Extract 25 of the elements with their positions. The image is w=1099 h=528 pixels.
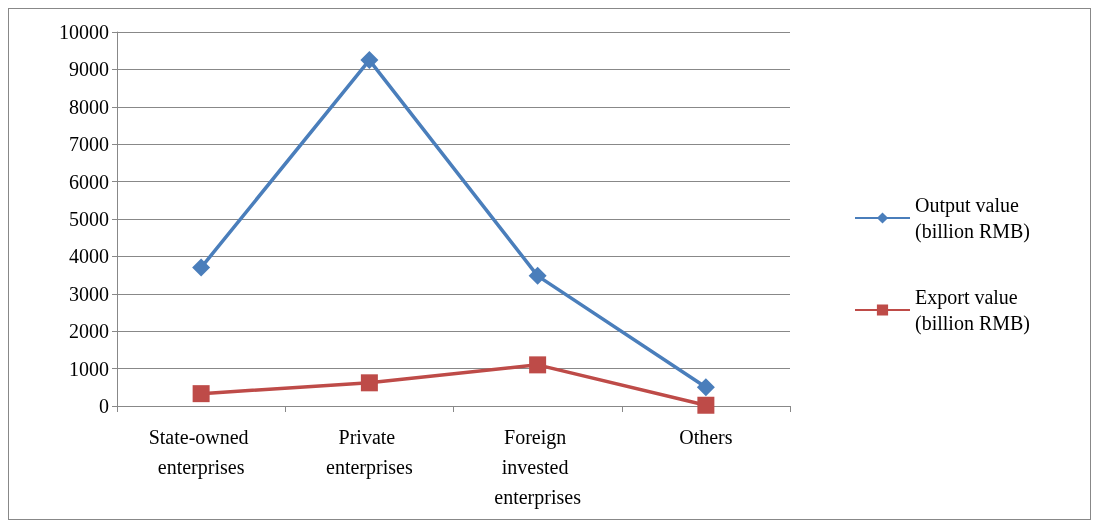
- y-tick-label: 4000: [69, 245, 109, 268]
- point: [697, 396, 715, 414]
- x-tick-label: Foreign invested enterprises: [494, 426, 582, 509]
- y-tick-label: 2000: [69, 320, 109, 343]
- point: [192, 385, 210, 403]
- x-tick-label: State-owned enterprises: [148, 426, 254, 479]
- point: [529, 356, 547, 374]
- legend-label: Export value (billion RMB): [915, 286, 1031, 335]
- point: [360, 374, 378, 392]
- point: [696, 378, 715, 397]
- y-tick-label: 8000: [69, 95, 109, 118]
- y-tick-label: 1000: [69, 357, 109, 380]
- x-tick-label: Private enterprises: [326, 426, 413, 479]
- legend-label: Output value (billion RMB): [915, 194, 1031, 243]
- y-tick-label: 5000: [69, 208, 109, 230]
- point: [528, 266, 547, 285]
- y-tick-label: 9000: [69, 58, 109, 81]
- point: [192, 258, 211, 277]
- x-tick-label: Others: [679, 426, 733, 448]
- y-tick-label: 7000: [69, 133, 109, 156]
- y-tick-label: 6000: [69, 170, 109, 193]
- y-tick-label: 3000: [69, 282, 109, 305]
- point: [360, 51, 379, 70]
- y-tick-label: 10000: [59, 21, 109, 43]
- y-tick-label: 0: [99, 395, 109, 417]
